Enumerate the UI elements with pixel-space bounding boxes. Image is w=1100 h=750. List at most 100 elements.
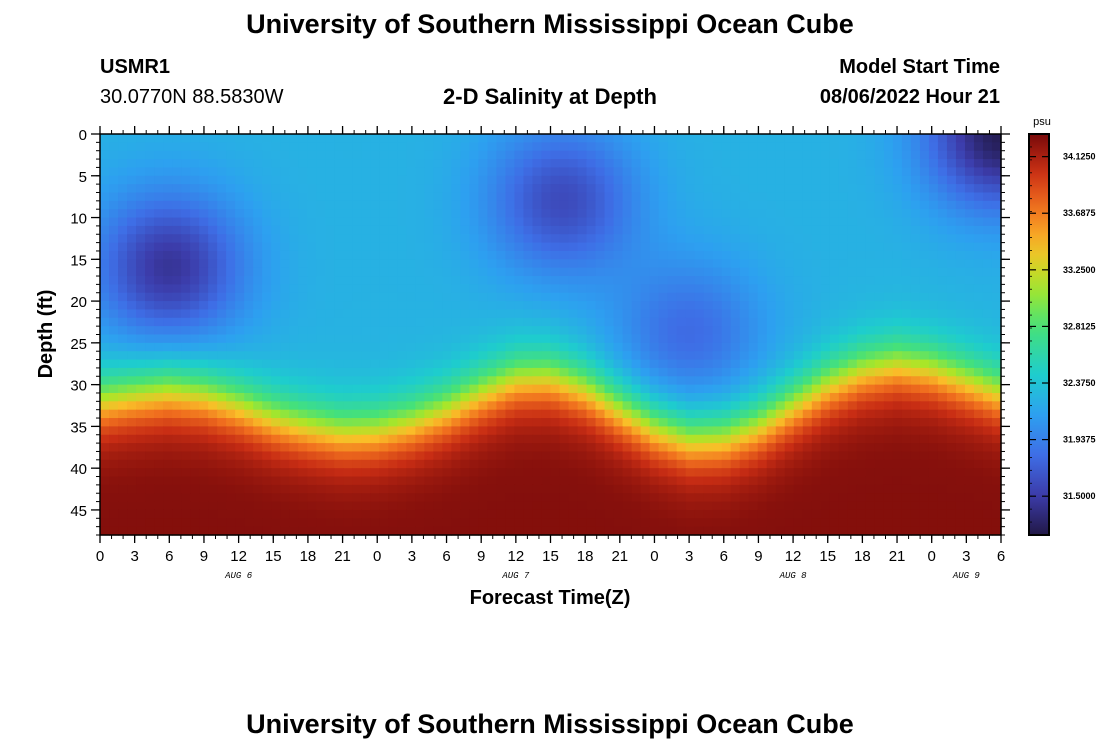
heatmap-cell [190, 409, 200, 419]
heatmap-cell [487, 225, 498, 235]
heatmap-cell [955, 476, 966, 486]
heatmap-cell [334, 267, 344, 277]
heatmap-cell [721, 242, 732, 252]
heatmap-cell [460, 501, 471, 511]
heatmap-cell [217, 476, 227, 486]
heatmap-cell [694, 443, 705, 453]
heatmap-cell [694, 334, 705, 344]
heatmap-cell [802, 209, 813, 219]
heatmap-cell [388, 284, 398, 294]
heatmap-cell [667, 259, 678, 269]
heatmap-cell [100, 468, 110, 478]
heatmap-cell [118, 326, 128, 336]
heatmap-cell [919, 326, 930, 336]
heatmap-cell [244, 451, 254, 461]
heatmap-cell [703, 142, 714, 152]
heatmap-cell [658, 501, 669, 511]
heatmap-cell [316, 259, 326, 269]
heatmap-cell [280, 209, 290, 219]
heatmap-cell [217, 242, 227, 252]
heatmap-cell [649, 459, 660, 469]
heatmap-cell [442, 326, 452, 336]
heatmap-cell [271, 175, 281, 185]
heatmap-cell [559, 493, 570, 503]
heatmap-cell [127, 292, 137, 302]
heatmap-cell [154, 468, 164, 478]
heatmap-cell [127, 192, 137, 202]
heatmap-cell [622, 259, 633, 269]
heatmap-cell [190, 376, 200, 386]
heatmap-cell [514, 342, 525, 352]
heatmap-cell [910, 518, 921, 528]
heatmap-cell [649, 426, 660, 436]
heatmap-cell [640, 493, 651, 503]
heatmap-cell [370, 434, 380, 444]
heatmap-cell [370, 267, 380, 277]
heatmap-cell [685, 468, 696, 478]
heatmap-cell [928, 142, 939, 152]
heatmap-cell [793, 159, 804, 169]
heatmap-cell [388, 409, 398, 419]
heatmap-cell [937, 468, 948, 478]
heatmap-cell [316, 192, 326, 202]
heatmap-cell [406, 367, 416, 377]
heatmap-cell [685, 167, 696, 177]
heatmap-cell [136, 142, 146, 152]
heatmap-cell [649, 192, 660, 202]
heatmap-cell [325, 443, 335, 453]
heatmap-cell [820, 301, 831, 311]
heatmap-cell [271, 234, 281, 244]
heatmap-cell [829, 493, 840, 503]
heatmap-cell [919, 334, 930, 344]
heatmap-cell [271, 250, 281, 260]
heatmap-cell [334, 342, 344, 352]
heatmap-cell [802, 242, 813, 252]
heatmap-cell [793, 342, 804, 352]
heatmap-cell [847, 459, 858, 469]
heatmap-cell [361, 259, 371, 269]
heatmap-cell [469, 267, 480, 277]
heatmap-cell [190, 317, 200, 327]
heatmap-cell [163, 526, 173, 536]
heatmap-cell [451, 451, 461, 461]
heatmap-cell [361, 167, 371, 177]
heatmap-cell [235, 359, 245, 369]
heatmap-cell [991, 309, 1002, 319]
heatmap-cell [946, 267, 957, 277]
heatmap-cell [541, 250, 552, 260]
heatmap-cell [226, 451, 236, 461]
heatmap-cell [361, 484, 371, 494]
heatmap-cell [136, 367, 146, 377]
heatmap-cell [505, 134, 516, 143]
heatmap-cell [865, 167, 876, 177]
heatmap-cell [559, 334, 570, 344]
heatmap-cell [460, 267, 471, 277]
heatmap-cell [829, 342, 840, 352]
heatmap-cell [802, 526, 813, 536]
heatmap-cell [568, 367, 579, 377]
heatmap-cell [145, 401, 155, 411]
heatmap-cell [694, 484, 705, 494]
heatmap-cell [199, 309, 209, 319]
heatmap-cell [352, 334, 362, 344]
heatmap-cell [316, 493, 326, 503]
heatmap-cell [928, 309, 939, 319]
heatmap-cell [865, 434, 876, 444]
heatmap-cell [532, 501, 543, 511]
heatmap-cell [388, 292, 398, 302]
heatmap-cell [775, 209, 786, 219]
heatmap-cell [604, 150, 615, 160]
heatmap-cell [721, 134, 732, 143]
heatmap-cell [442, 234, 452, 244]
heatmap-cell [163, 225, 173, 235]
heatmap-cell [487, 326, 498, 336]
heatmap-cell [217, 234, 227, 244]
heatmap-cell [946, 142, 957, 152]
heatmap-cell [118, 334, 128, 344]
heatmap-cell [325, 234, 335, 244]
heatmap-cell [685, 184, 696, 194]
heatmap-cell [100, 434, 110, 444]
heatmap-cell [262, 342, 272, 352]
heatmap-cell [280, 142, 290, 152]
heatmap-cell [622, 217, 633, 227]
